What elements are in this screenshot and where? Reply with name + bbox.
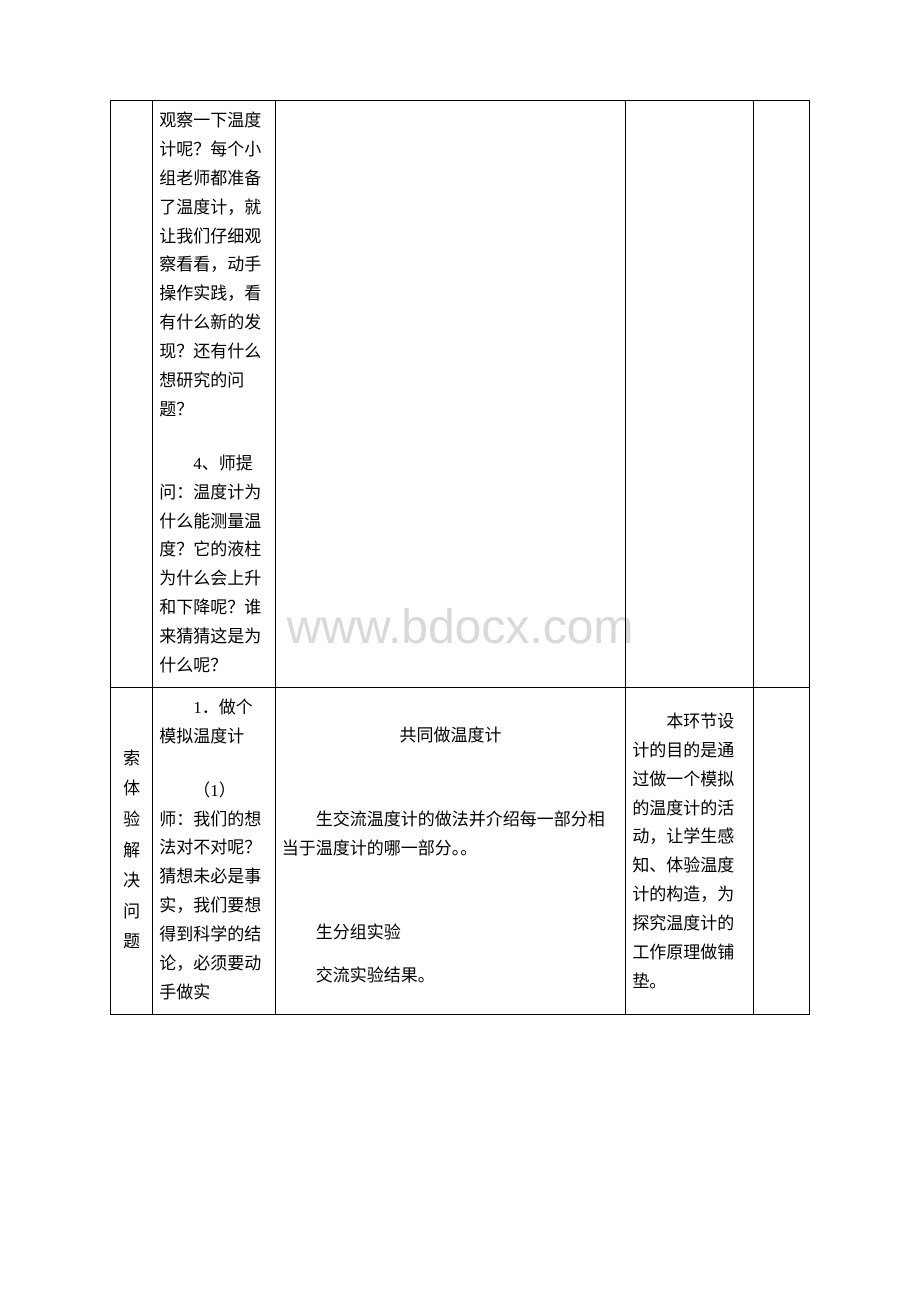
- cell-paragraph: 生分组实验: [282, 919, 620, 948]
- vertical-char: 验: [113, 805, 150, 836]
- row2-col5: [754, 687, 810, 1014]
- cell-paragraph: 1．做个模拟温度计: [159, 694, 268, 752]
- vertical-char: 题: [113, 927, 150, 958]
- cell-paragraph: 本环节设计的目的是通过做一个模拟的温度计的活动，让学生感知、体验温度计的构造，为…: [632, 708, 747, 997]
- vertical-char: 解: [113, 836, 150, 867]
- row1-col1: [111, 101, 153, 688]
- cell-paragraph: 生交流温度计的做法并介绍每一部分相当于温度计的哪一部分。。: [282, 806, 620, 864]
- table-row: 索 体 验 解 决 问 题 1．做个模拟温度计 （1）师：我们的想法对不对呢？猜…: [111, 687, 810, 1014]
- row1-col3: [275, 101, 626, 688]
- row1-col4: [626, 101, 754, 688]
- cell-paragraph: 观察一下温度计呢？每个小组老师都准备了温度计，就让我们仔细观察看看，动手操作实践…: [159, 107, 268, 425]
- row2-col1-section-label: 索 体 验 解 决 问 题: [111, 687, 153, 1014]
- row2-col4: 本环节设计的目的是通过做一个模拟的温度计的活动，让学生感知、体验温度计的构造，为…: [626, 687, 754, 1014]
- row1-col5: [754, 101, 810, 688]
- cell-paragraph: 4、师提问：温度计为什么能测量温度？它的液柱为什么会上升和下降呢？谁来猜猜这是为…: [159, 450, 268, 681]
- vertical-char: 问: [113, 897, 150, 928]
- vertical-char: 体: [113, 774, 150, 805]
- table-row: 观察一下温度计呢？每个小组老师都准备了温度计，就让我们仔细观察看看，动手操作实践…: [111, 101, 810, 688]
- vertical-char: 索: [113, 744, 150, 775]
- vertical-char: 决: [113, 866, 150, 897]
- row1-col2: 观察一下温度计呢？每个小组老师都准备了温度计，就让我们仔细观察看看，动手操作实践…: [153, 101, 275, 688]
- cell-paragraph: 共同做温度计: [282, 722, 620, 751]
- lesson-plan-table: 观察一下温度计呢？每个小组老师都准备了温度计，就让我们仔细观察看看，动手操作实践…: [110, 100, 810, 1015]
- row2-col2: 1．做个模拟温度计 （1）师：我们的想法对不对呢？猜想未必是事实，我们要想得到科…: [153, 687, 275, 1014]
- row2-col3: 共同做温度计 生交流温度计的做法并介绍每一部分相当于温度计的哪一部分。。 生分组…: [275, 687, 626, 1014]
- cell-paragraph: 交流实验结果。: [282, 962, 620, 991]
- cell-paragraph: （1）师：我们的想法对不对呢？猜想未必是事实，我们要想得到科学的结论，必须要动手…: [159, 777, 268, 1008]
